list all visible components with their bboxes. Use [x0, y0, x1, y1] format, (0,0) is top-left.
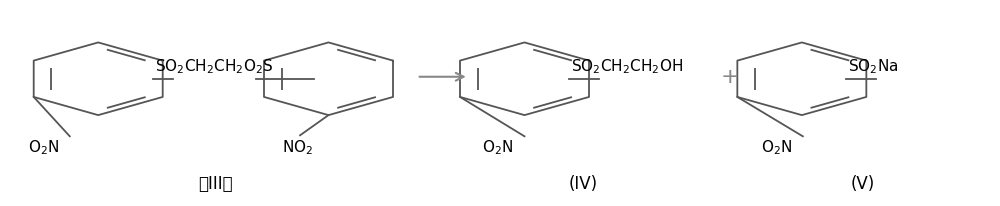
- Text: O$_2$N: O$_2$N: [482, 138, 514, 157]
- Text: (V): (V): [850, 175, 875, 193]
- Text: +: +: [721, 67, 740, 87]
- Text: SO$_2$Na: SO$_2$Na: [848, 57, 898, 76]
- Text: SO$_2$CH$_2$CH$_2$OH: SO$_2$CH$_2$CH$_2$OH: [571, 57, 683, 76]
- Text: (IV): (IV): [569, 175, 598, 193]
- Text: O$_2$N: O$_2$N: [761, 138, 792, 157]
- Text: （III）: （III）: [198, 175, 233, 193]
- Text: NO$_2$: NO$_2$: [282, 138, 314, 157]
- Text: O$_2$N: O$_2$N: [28, 138, 59, 157]
- Text: SO$_2$CH$_2$CH$_2$O$_2$S: SO$_2$CH$_2$CH$_2$O$_2$S: [155, 57, 273, 76]
